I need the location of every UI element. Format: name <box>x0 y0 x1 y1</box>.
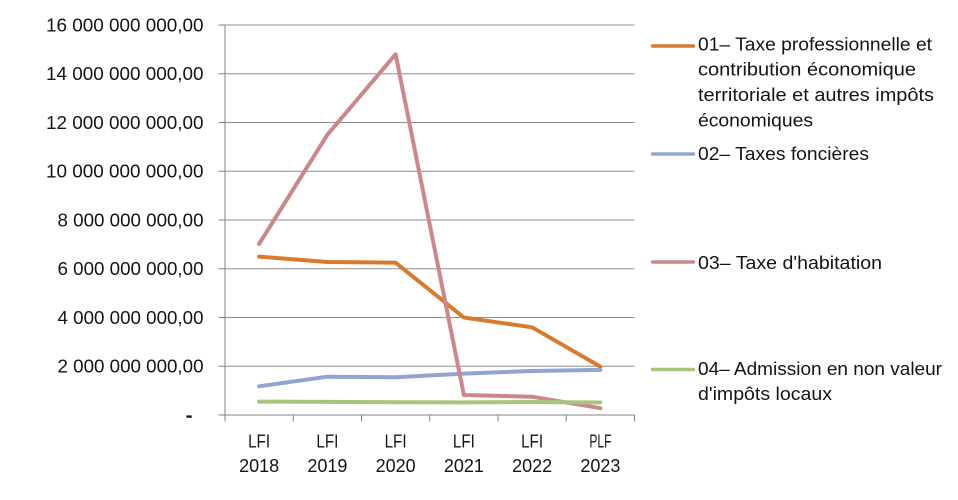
svg-text:03– Taxe d'habitation: 03– Taxe d'habitation <box>698 253 882 273</box>
svg-text:LFI: LFI <box>248 431 270 451</box>
svg-text:6 000 000 000,00: 6 000 000 000,00 <box>58 259 204 279</box>
svg-text:4 000 000 000,00: 4 000 000 000,00 <box>58 308 204 328</box>
svg-text:PLF: PLF <box>589 431 611 451</box>
svg-text:04– Admission en non valeur: 04– Admission en non valeur <box>698 359 942 379</box>
svg-text:02– Taxes foncières: 02– Taxes foncières <box>698 144 869 164</box>
svg-text:LFI: LFI <box>316 431 338 451</box>
svg-text:12 000 000 000,00: 12 000 000 000,00 <box>46 113 204 133</box>
svg-text:contribution économique: contribution économique <box>698 60 916 80</box>
svg-text:d'impôts locaux: d'impôts locaux <box>698 384 832 404</box>
svg-text:2023: 2023 <box>580 456 620 476</box>
svg-text:territoriale et autres impôts: territoriale et autres impôts <box>698 85 934 105</box>
svg-text:économiques: économiques <box>698 110 813 130</box>
svg-text:2 000 000 000,00: 2 000 000 000,00 <box>58 357 204 377</box>
svg-text:2020: 2020 <box>376 456 416 476</box>
svg-text:LFI: LFI <box>453 431 475 451</box>
svg-text:10 000 000 000,00: 10 000 000 000,00 <box>46 162 204 182</box>
svg-text:2022: 2022 <box>512 456 552 476</box>
svg-text:LFI: LFI <box>521 431 543 451</box>
svg-text:2018: 2018 <box>239 456 279 476</box>
svg-text:2019: 2019 <box>307 456 347 476</box>
svg-text:16 000 000 000,00: 16 000 000 000,00 <box>46 15 204 35</box>
svg-text:2021: 2021 <box>444 456 484 476</box>
svg-text:8 000 000 000,00: 8 000 000 000,00 <box>58 210 204 230</box>
svg-text:14 000 000 000,00: 14 000 000 000,00 <box>46 64 204 84</box>
svg-text:LFI: LFI <box>385 431 407 451</box>
svg-text:01– Taxe professionnelle et: 01– Taxe professionnelle et <box>698 34 932 54</box>
